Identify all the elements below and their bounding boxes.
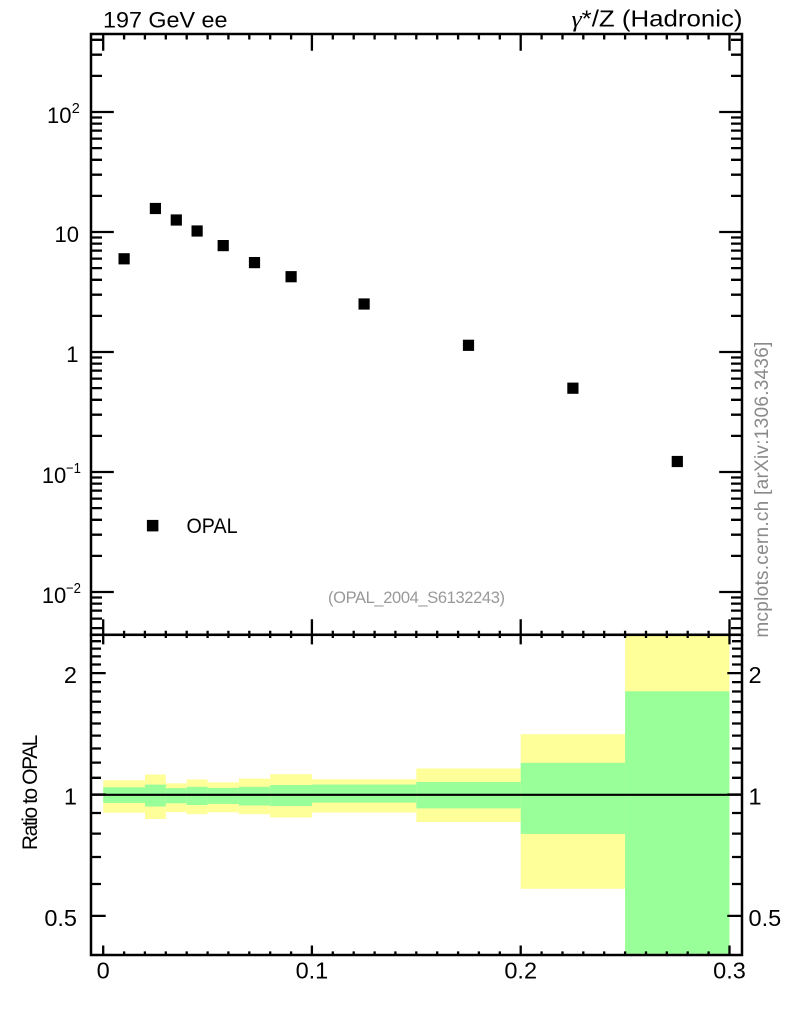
svg-text:0.1: 0.1 xyxy=(296,957,329,983)
svg-text:1: 1 xyxy=(749,784,762,810)
svg-text:2: 2 xyxy=(64,662,77,688)
svg-text:10: 10 xyxy=(42,583,66,608)
svg-text:197 GeV ee: 197 GeV ee xyxy=(103,8,228,33)
svg-text:10: 10 xyxy=(47,103,71,128)
svg-text:γ*/Z (Hadronic): γ*/Z (Hadronic) xyxy=(572,5,743,32)
svg-text:mcplots.cern.ch [arXiv:1306.34: mcplots.cern.ch [arXiv:1306.3436] xyxy=(752,342,773,638)
svg-text:10: 10 xyxy=(55,222,79,247)
svg-text:(OPAL_2004_S6132243): (OPAL_2004_S6132243) xyxy=(328,589,505,607)
svg-text:0.2: 0.2 xyxy=(504,957,537,983)
svg-text:0.5: 0.5 xyxy=(44,905,77,931)
svg-text:2: 2 xyxy=(749,662,762,688)
svg-text:2: 2 xyxy=(72,101,80,117)
svg-text:Ratio to OPAL: Ratio to OPAL xyxy=(19,735,42,851)
svg-text:0: 0 xyxy=(97,957,110,983)
svg-text:0.3: 0.3 xyxy=(713,957,746,983)
svg-text:10: 10 xyxy=(42,463,66,488)
svg-text:−1: −1 xyxy=(66,461,81,477)
svg-text:1: 1 xyxy=(66,342,78,367)
svg-text:−2: −2 xyxy=(66,581,81,597)
svg-text:1: 1 xyxy=(64,784,77,810)
svg-text:0.5: 0.5 xyxy=(749,905,782,931)
svg-text:OPAL: OPAL xyxy=(187,515,238,538)
